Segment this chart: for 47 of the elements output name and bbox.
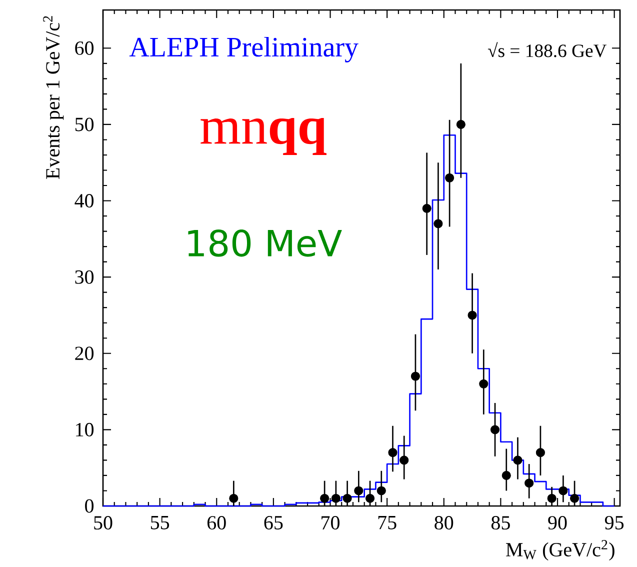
point <box>376 486 386 496</box>
x-tick-label: 95 <box>604 516 624 530</box>
x-tick-label: 80 <box>434 516 454 530</box>
y-tick-label: 30 <box>75 270 94 284</box>
point <box>536 448 545 458</box>
y-tick-label: 60 <box>75 41 94 55</box>
point <box>365 494 375 503</box>
y-tick-label: 20 <box>75 346 94 360</box>
point <box>434 219 443 228</box>
x-tick-label: 65 <box>264 516 283 530</box>
point <box>320 494 330 503</box>
point <box>547 494 556 503</box>
point <box>456 120 466 129</box>
y-tick-label: 10 <box>76 422 94 436</box>
x-tick-label: 50 <box>94 516 112 530</box>
annotation: √s = 188.6 GeV <box>488 42 607 58</box>
annotation: mnqq <box>200 118 327 155</box>
point <box>229 494 238 503</box>
point <box>570 494 580 503</box>
x-tick-label: 55 <box>150 516 170 530</box>
x-tick-label: 90 <box>548 516 567 530</box>
x-tick-label: 70 <box>322 516 340 530</box>
point <box>468 310 477 320</box>
x-axis-title: M$_{W}$ (GeV/c$^{2}$) <box>506 540 614 561</box>
point <box>388 448 398 458</box>
point <box>400 456 409 465</box>
y-tick-label: 40 <box>74 194 94 208</box>
y-tick-label: 50 <box>75 118 94 132</box>
point <box>331 494 340 503</box>
point <box>490 425 500 434</box>
annotation: 180 MeV <box>188 229 342 257</box>
point <box>342 494 352 503</box>
y-axis-title: Events per 1 GeV/c$^{2}$ <box>43 16 64 179</box>
x-tick-label: 60 <box>207 516 226 530</box>
point <box>422 204 432 213</box>
x-tick-label: 85 <box>491 516 510 530</box>
point <box>524 478 534 488</box>
point <box>513 456 522 465</box>
point <box>479 379 488 388</box>
point <box>354 486 364 496</box>
point <box>502 470 511 480</box>
x-tick-label: 75 <box>378 516 396 530</box>
annotation: ALEPH Preliminary <box>129 36 358 62</box>
point <box>558 486 568 496</box>
y-tick-label: 0 <box>85 499 94 513</box>
point <box>445 173 454 182</box>
point <box>410 372 420 381</box>
